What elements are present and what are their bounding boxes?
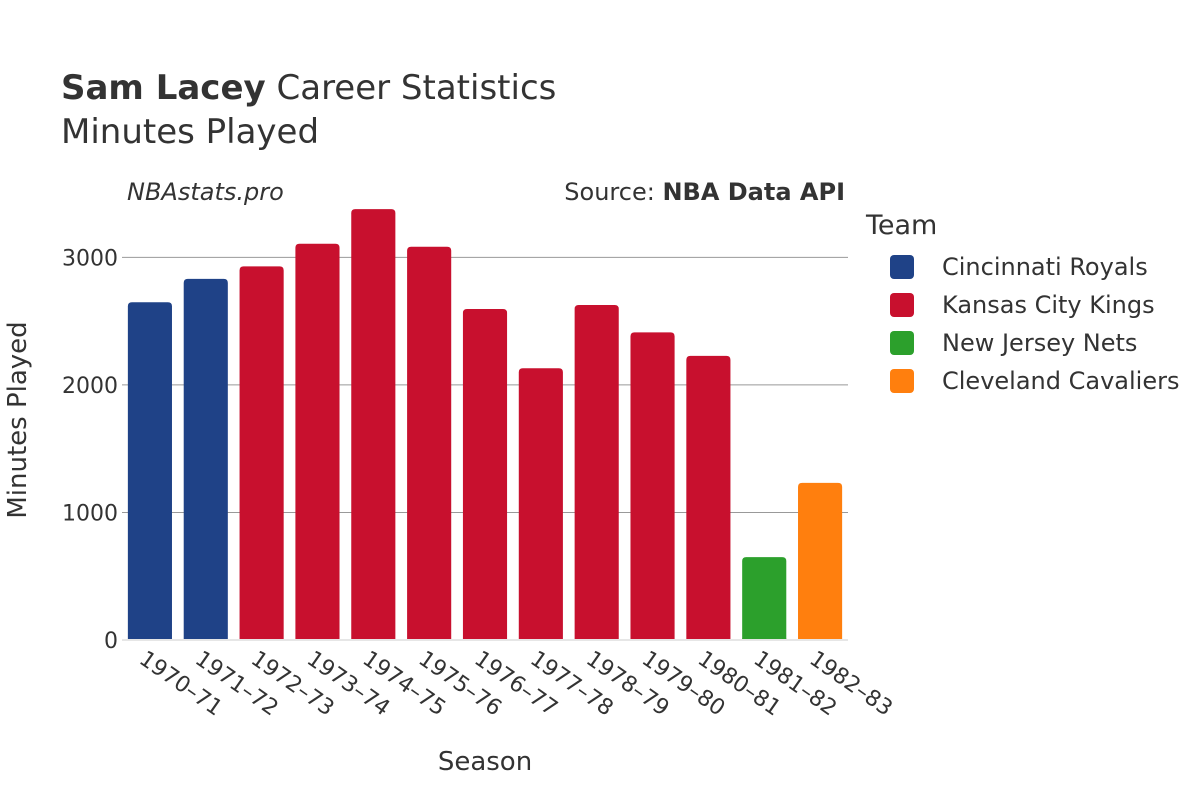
bar [127, 302, 172, 640]
legend-swatch [890, 331, 914, 355]
legend-title: Team [866, 210, 938, 241]
bar [798, 482, 843, 640]
y-tick-label: 3000 [62, 246, 118, 271]
legend-item-cincinnati-royals[interactable]: Cincinnati Royals [890, 252, 1148, 282]
chart-subtitle: Minutes Played [61, 112, 320, 152]
legend-item-cleveland-cavaliers[interactable]: Cleveland Cavaliers [890, 366, 1179, 396]
bar [239, 266, 284, 640]
bar [686, 355, 731, 640]
y-tick-label: 0 [104, 629, 118, 654]
legend-item-kansas-city-kings[interactable]: Kansas City Kings [890, 290, 1155, 320]
legend-label: Cleveland Cavaliers [942, 367, 1180, 395]
legend-swatch [890, 293, 914, 317]
source-prefix: Source: [564, 178, 663, 206]
y-tick-label: 2000 [62, 374, 118, 399]
y-axis-title: Minutes Played [3, 321, 33, 518]
legend-item-new-jersey-nets[interactable]: New Jersey Nets [890, 328, 1137, 358]
x-axis-title: Season [438, 747, 532, 777]
bar [462, 309, 508, 640]
bar [351, 209, 396, 640]
bar [407, 246, 452, 641]
bar [295, 243, 340, 640]
legend-label: New Jersey Nets [942, 329, 1138, 357]
source-name: NBA Data API [662, 178, 845, 206]
source-label: Source: NBA Data API [564, 178, 845, 206]
bar [518, 368, 563, 640]
chart-title: Sam Lacey Career Statistics [61, 68, 556, 108]
bar [630, 332, 675, 640]
y-tick-label: 1000 [62, 501, 118, 526]
legend-swatch [890, 369, 914, 393]
title-rest: Career Statistics [265, 68, 557, 108]
player-name: Sam Lacey [61, 68, 266, 108]
legend-swatch [890, 255, 914, 279]
bar [183, 278, 228, 640]
bar [742, 557, 787, 640]
bar [574, 304, 619, 640]
legend-label: Kansas City Kings [942, 291, 1155, 319]
brand-label: NBAstats.pro [127, 178, 284, 206]
legend-label: Cincinnati Royals [942, 253, 1148, 281]
